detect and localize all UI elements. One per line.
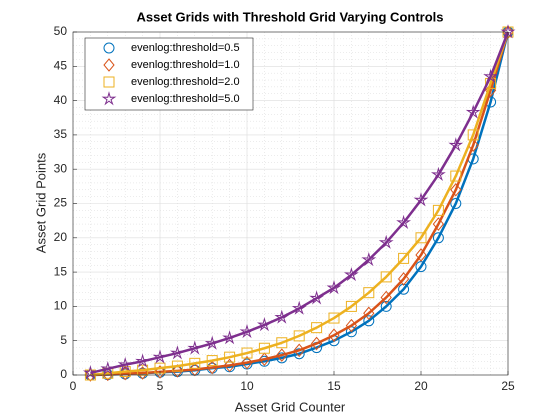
marker [483, 68, 499, 83]
marker [450, 182, 462, 197]
marker [413, 192, 429, 207]
y-tick-label: 0 [60, 367, 67, 381]
legend-label: evenlog:threshold=0.5 [131, 42, 240, 54]
y-tick-label: 35 [54, 127, 68, 141]
marker [363, 315, 375, 327]
marker [415, 232, 427, 244]
marker [380, 290, 392, 305]
marker [204, 335, 220, 350]
marker [380, 271, 392, 283]
marker [293, 330, 305, 342]
marker [467, 129, 479, 141]
marker [103, 58, 115, 72]
marker [432, 204, 444, 216]
y-tick-label: 10 [54, 299, 68, 313]
marker [363, 287, 375, 299]
marker [293, 343, 305, 358]
marker [276, 348, 288, 362]
marker [345, 300, 357, 312]
marker [224, 351, 236, 363]
marker [222, 330, 238, 345]
marker [343, 267, 359, 282]
marker [310, 336, 323, 351]
marker [396, 214, 412, 230]
marker [171, 360, 183, 372]
marker [363, 306, 375, 321]
marker [448, 137, 464, 152]
y-tick-label: 15 [54, 264, 68, 278]
x-tick-label: 0 [70, 379, 77, 393]
marker [345, 318, 358, 333]
marker [171, 364, 184, 378]
marker [187, 340, 203, 355]
marker [328, 328, 340, 342]
y-tick-label: 20 [54, 230, 68, 244]
marker [101, 91, 117, 106]
marker [378, 234, 394, 249]
marker [258, 352, 271, 367]
marker [189, 357, 201, 369]
y-tick-label: 45 [54, 58, 68, 72]
marker [135, 353, 151, 368]
marker [241, 347, 253, 359]
marker [430, 166, 446, 182]
marker [326, 280, 342, 295]
y-tick-label: 40 [54, 93, 68, 107]
marker [100, 361, 116, 376]
marker [276, 337, 288, 349]
marker [117, 356, 133, 372]
marker [432, 232, 444, 244]
marker [328, 312, 340, 324]
marker [361, 251, 377, 267]
y-tick-label: 5 [60, 333, 67, 347]
marker [450, 198, 462, 209]
marker [239, 323, 255, 339]
marker [465, 104, 481, 119]
chart-title: Asset Grids with Threshold Grid Varying … [137, 9, 444, 24]
legend-label: evenlog:threshold=1.0 [131, 59, 240, 71]
x-tick-label: 20 [414, 379, 428, 393]
marker [380, 300, 392, 312]
marker [103, 76, 115, 88]
marker [311, 322, 323, 334]
marker [256, 317, 272, 332]
marker [293, 348, 305, 360]
y-axis-label: Asset Grid Points [33, 152, 48, 253]
marker [398, 252, 410, 264]
marker [241, 355, 253, 370]
y-tick-label: 25 [54, 196, 68, 210]
marker [154, 365, 166, 379]
marker [450, 170, 462, 182]
x-tick-label: 25 [501, 379, 515, 393]
series-line [90, 31, 510, 375]
marker [103, 42, 115, 54]
marker [152, 349, 168, 364]
x-tick-label: 15 [327, 379, 341, 393]
x-axis-label: Asset Grid Counter [235, 399, 346, 414]
marker [189, 362, 201, 377]
marker [415, 248, 427, 262]
series-line [90, 31, 510, 377]
y-tick-label: 50 [54, 24, 68, 38]
marker [169, 345, 185, 360]
marker [274, 309, 290, 324]
marker [276, 352, 288, 364]
marker [432, 217, 445, 231]
marker [223, 358, 236, 373]
legend-label: evenlog:threshold=2.0 [131, 76, 240, 88]
marker [206, 355, 218, 367]
x-tick-label: 5 [157, 379, 164, 393]
marker [309, 290, 325, 305]
marker [291, 300, 307, 315]
y-tick-label: 30 [54, 161, 68, 175]
marker [397, 272, 410, 286]
marker [258, 342, 270, 354]
legend-label: evenlog:threshold=5.0 [131, 93, 240, 105]
x-tick-label: 10 [240, 379, 254, 393]
